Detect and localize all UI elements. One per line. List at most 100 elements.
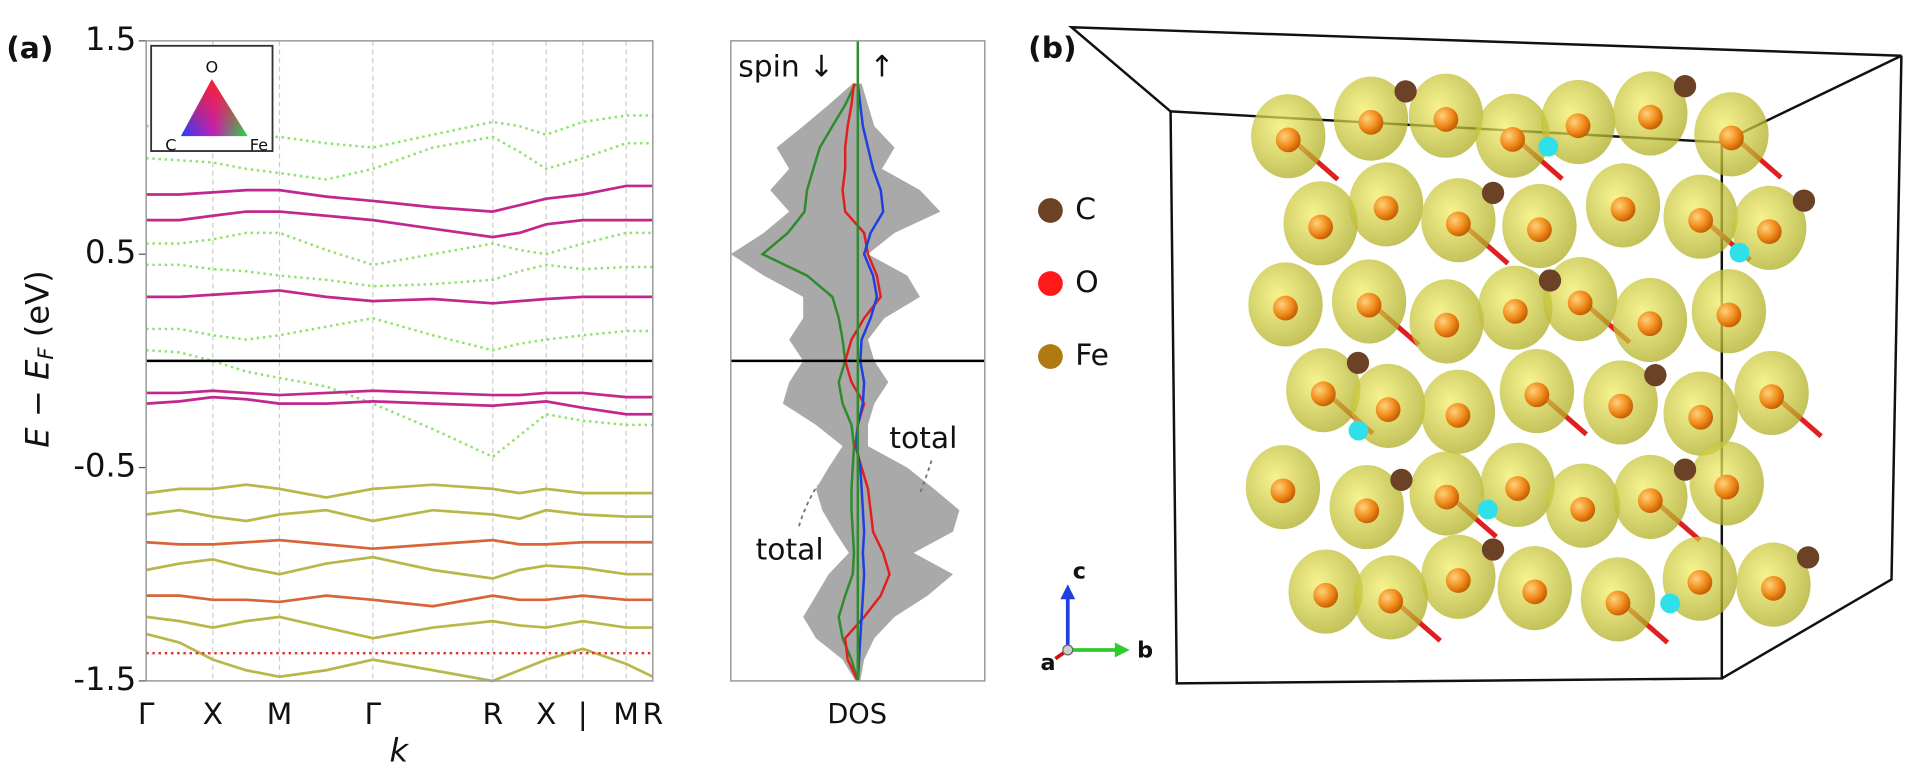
fe-atom: [1358, 109, 1384, 135]
fe-atom: [1270, 478, 1296, 504]
fe-atom: [1356, 292, 1382, 318]
dos-line: [855, 83, 885, 681]
band: [146, 289, 653, 305]
o-atom: [1729, 242, 1750, 263]
band: [146, 538, 653, 551]
legend: C O Fe: [1038, 192, 1109, 373]
fe-atom: [1375, 397, 1401, 422]
inset: O C Fe: [150, 44, 274, 155]
cell-side: [1721, 55, 1903, 680]
c-atom: [1644, 364, 1667, 387]
plot-frame: [145, 40, 654, 682]
fe-atom: [1527, 217, 1552, 243]
dos-total-area: [857, 83, 960, 681]
y-axis-label: E − EF (eV): [19, 270, 58, 447]
band: [145, 483, 653, 499]
arrow: [1114, 642, 1130, 658]
annotation: total: [889, 421, 957, 456]
x-tick-label: X: [536, 697, 556, 732]
annotation-arrow: [798, 484, 819, 527]
axis-name: a: [1041, 650, 1056, 676]
band: [145, 508, 653, 523]
band: [145, 632, 654, 683]
dos-line: [760, 83, 859, 682]
fe-atom: [1688, 208, 1714, 233]
inset-triangle-top: [180, 79, 248, 137]
c-atom: [1390, 468, 1413, 492]
x-tick-label: R: [482, 697, 503, 732]
y-tick-label: 1.5: [85, 20, 136, 58]
o-atom: [1538, 136, 1559, 157]
axis-name: b: [1137, 638, 1153, 664]
fe-atom: [1313, 582, 1339, 608]
fe-atom: [1373, 195, 1399, 221]
fe-atom: [1565, 113, 1591, 139]
fe-atom: [1637, 104, 1663, 130]
fe-atom: [1505, 476, 1531, 501]
inset-label: Fe: [250, 136, 268, 155]
band: [146, 135, 653, 181]
fe-atom: [1637, 311, 1663, 337]
annotation: total: [756, 532, 824, 567]
band: [146, 395, 653, 416]
fe-atom: [1273, 295, 1298, 321]
fe-atom: [1275, 127, 1301, 153]
inset-label: C: [165, 136, 176, 155]
fe-atom: [1310, 381, 1336, 407]
spin-label: spin ↓: [738, 50, 834, 85]
fe-atom: [1719, 125, 1744, 151]
axis-name: c: [1073, 558, 1086, 584]
arrow: [1060, 584, 1076, 600]
fe-atom: [1445, 211, 1471, 237]
band: [146, 231, 653, 267]
band: [146, 316, 653, 352]
c-atom: [1394, 80, 1417, 103]
annotation-arrow: [918, 460, 933, 496]
fe-atom: [1354, 498, 1380, 524]
fe-atom: [1445, 568, 1471, 593]
fe-atom: [1445, 403, 1471, 428]
fe-atom: [1502, 299, 1528, 324]
band-plot: Γ X M Γ R X | M R1.50.5-0.5-1.5: [73, 20, 663, 732]
band: [146, 594, 653, 608]
fe-atom: [1716, 302, 1742, 328]
fe-atom: [1434, 484, 1460, 510]
fe-atom: [1570, 496, 1596, 522]
fe-atom: [1524, 382, 1550, 408]
c-atom: [1346, 351, 1370, 375]
c-atom: [1481, 181, 1505, 205]
origin: [1062, 644, 1074, 656]
y-tick-label: -0.5: [73, 447, 136, 485]
o-atom: [1660, 593, 1681, 614]
fe-atom: [1759, 384, 1784, 410]
x-tick-label: |: [578, 697, 588, 732]
fe-atom: [1567, 290, 1593, 316]
band: [145, 555, 653, 580]
y-label-unit: (eV): [19, 270, 57, 347]
band: [146, 263, 653, 288]
inset-label: O: [205, 58, 218, 77]
fe-atom: [1434, 312, 1460, 338]
c-atom: [1481, 538, 1505, 561]
dos-line: [841, 83, 891, 682]
fe-atom: [1637, 488, 1663, 513]
x-tick-label: X: [203, 697, 223, 732]
c-atom: [1673, 75, 1697, 98]
y-label-main: E − E: [19, 359, 57, 448]
fe-atom: [1605, 590, 1631, 616]
fe-atom: [1688, 404, 1714, 430]
y-tick-label: 0.5: [85, 233, 136, 271]
fe-atom: [1687, 569, 1713, 595]
fe-atom: [1522, 579, 1548, 605]
c-atom: [1673, 458, 1697, 481]
x-tick-label: Γ: [365, 697, 382, 732]
legend-swatch: [1038, 344, 1063, 369]
fe-atom: [1608, 393, 1634, 419]
legend-swatch: [1038, 198, 1063, 223]
legend-swatch: [1038, 271, 1063, 296]
band: [146, 389, 653, 399]
band: [146, 210, 653, 239]
x-tick-label: M: [267, 697, 293, 732]
